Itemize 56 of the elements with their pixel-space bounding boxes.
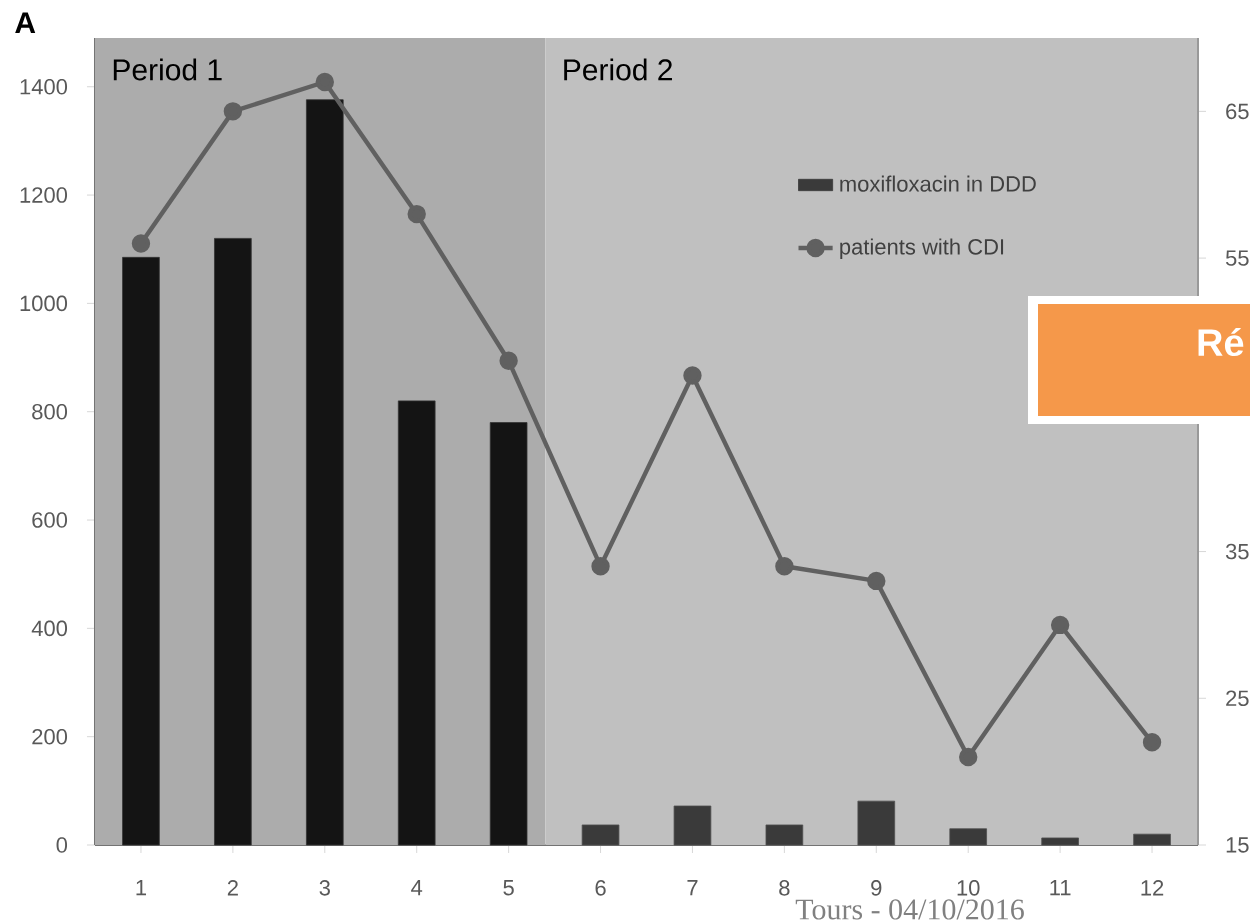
x-tick-label: 11 xyxy=(1050,880,1071,896)
x-tick-label: 2 xyxy=(227,880,238,896)
x-tick-label: 7 xyxy=(687,880,698,896)
x-tick-label: 6 xyxy=(595,880,606,896)
point xyxy=(1050,615,1070,635)
bar xyxy=(122,256,160,846)
bar xyxy=(489,422,528,846)
bar xyxy=(857,800,896,846)
point xyxy=(683,366,702,385)
y-tick-label: 1000 xyxy=(20,295,68,312)
x-tick-label: 3 xyxy=(319,880,330,896)
bar xyxy=(1041,837,1079,846)
legend-label: patients with CDI xyxy=(840,238,1004,259)
bar xyxy=(673,805,712,846)
y-tick-label: 400 xyxy=(31,620,68,637)
legend-label: moxifloxacin in DDD xyxy=(840,175,1036,192)
y2-tick-label: 35 xyxy=(1225,543,1249,560)
point xyxy=(407,204,426,224)
band-label: Period 1 xyxy=(113,58,222,81)
text: A xyxy=(15,12,36,34)
bar xyxy=(949,828,987,846)
point xyxy=(959,747,978,767)
point xyxy=(867,571,886,591)
point xyxy=(499,351,518,370)
point xyxy=(591,557,610,576)
point xyxy=(315,72,334,92)
x-tick-label: 8 xyxy=(779,880,790,896)
x-tick-label: 4 xyxy=(411,880,423,896)
y-tick-label: 600 xyxy=(32,512,68,528)
y2-tick-label: 55 xyxy=(1225,250,1249,266)
y2-tick-label: 15 xyxy=(1226,837,1249,853)
band-label: Period 2 xyxy=(564,58,672,81)
y2-tick-label: 25 xyxy=(1226,690,1249,707)
y-tick-label: 1200 xyxy=(20,187,68,203)
x-tick-label: 5 xyxy=(503,880,514,896)
bar xyxy=(765,824,804,846)
bar xyxy=(1133,833,1171,846)
point xyxy=(775,557,794,576)
text: Tours - 04/10/2016 xyxy=(795,899,1024,920)
bar xyxy=(214,238,252,846)
point xyxy=(131,234,151,253)
bar xyxy=(397,400,436,846)
x-tick-label: 10 xyxy=(957,880,980,896)
y-tick-label: 800 xyxy=(32,403,68,420)
bar xyxy=(306,99,344,846)
x-tick-label: 12 xyxy=(1141,880,1164,896)
point xyxy=(1142,733,1162,752)
text: Ré xyxy=(1198,327,1244,357)
point xyxy=(223,102,243,121)
y2-tick-label: 65 xyxy=(1226,103,1249,120)
x-tick-label: 9 xyxy=(871,880,882,896)
bar xyxy=(581,824,620,846)
y-tick-label: 1400 xyxy=(20,78,68,95)
y-tick-label: 200 xyxy=(32,728,68,745)
y-tick-label: 0 xyxy=(56,837,68,853)
x-tick-label: 1 xyxy=(136,880,147,896)
